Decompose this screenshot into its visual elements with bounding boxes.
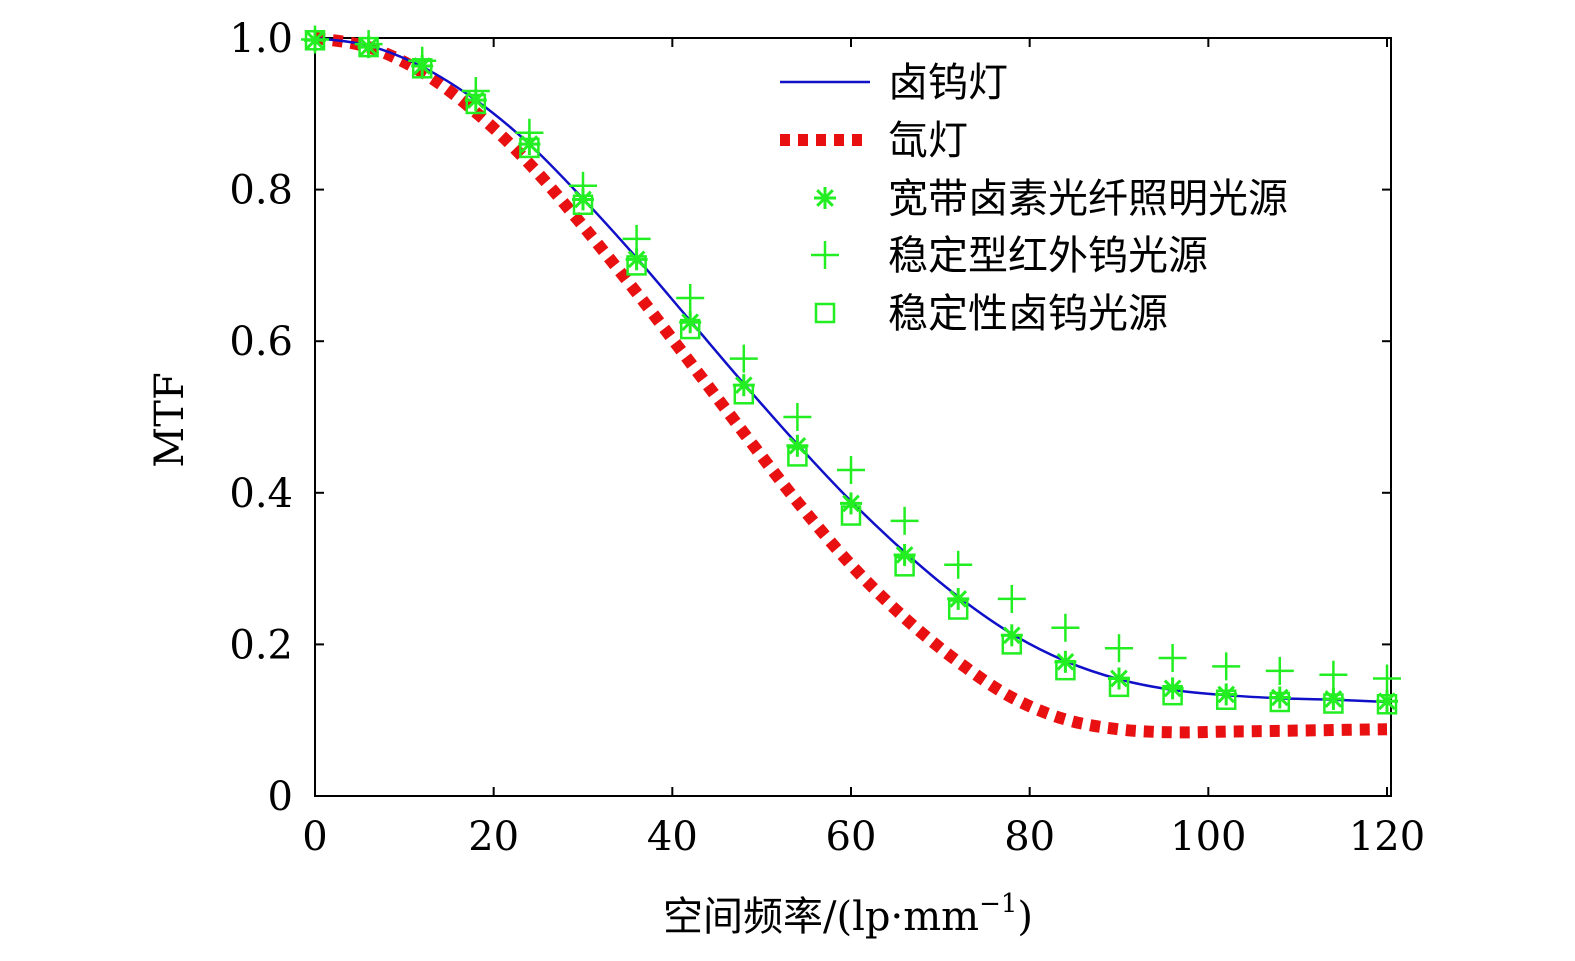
data-point-plus	[1051, 613, 1080, 642]
data-point-plus	[1319, 660, 1348, 689]
star-ray	[1002, 626, 1021, 645]
x-tick-label: 0	[302, 814, 327, 860]
data-point-star	[625, 248, 648, 271]
star-ray	[949, 590, 968, 608]
star-ray	[1217, 685, 1236, 704]
data-point-star	[1054, 650, 1077, 673]
legend-label: 氙灯	[888, 118, 968, 164]
x-tick-label: 120	[1349, 814, 1425, 860]
data-point-star	[1108, 667, 1130, 690]
data-point-star	[786, 434, 809, 457]
data-point-plus	[408, 46, 437, 75]
star-ray	[842, 494, 860, 513]
x-tick-label: 80	[1004, 814, 1055, 860]
x-tick-label: 20	[468, 814, 519, 860]
series-line-xenon	[313, 32, 1388, 739]
x-axis-title: 空间频率/(lp·mm−1)	[663, 889, 1033, 940]
data-point-star	[1268, 686, 1291, 709]
data-point-star	[1376, 690, 1398, 713]
plot-frame	[314, 37, 1392, 797]
data-point-star	[840, 492, 862, 515]
data-point-plus	[1212, 652, 1241, 681]
x-axis-title-main: 空间频率/(lp·mm	[663, 894, 979, 940]
y-tick-label: 0.2	[229, 622, 293, 668]
data-point-star	[947, 587, 970, 610]
data-point-star	[893, 543, 916, 566]
data-point-star	[1322, 687, 1345, 710]
data-point-star	[1000, 624, 1023, 647]
y-tick-label: 0	[268, 774, 293, 820]
series-layer	[301, 25, 1401, 739]
star-ray	[1110, 669, 1128, 688]
star-ray	[1324, 690, 1343, 708]
data-point-star	[732, 374, 755, 397]
x-axis-title-end: )	[1017, 894, 1033, 940]
data-point-plus	[1105, 634, 1133, 663]
data-point-plus	[676, 283, 705, 312]
data-point-plus	[569, 171, 597, 200]
y-tick-label: 1.0	[229, 16, 293, 62]
legend-swatch-plus	[811, 241, 839, 269]
y-tick-label: 0.6	[229, 319, 293, 365]
data-point-star	[1161, 677, 1184, 700]
y-axis-title: MTF	[147, 372, 193, 467]
y-tick-label: 0.8	[229, 168, 293, 214]
data-point-plus	[944, 550, 973, 579]
legend-label: 稳定性卤钨光源	[888, 291, 1168, 337]
star-ray	[681, 313, 700, 332]
data-point-plus	[729, 344, 758, 373]
legend-label: 稳定型红外钨光源	[888, 233, 1208, 279]
data-point-plus	[461, 77, 490, 106]
data-point-plus	[622, 224, 651, 253]
data-point-plus	[890, 506, 919, 535]
x-tick-label: 60	[826, 814, 877, 860]
star-ray	[1056, 652, 1075, 671]
data-point-plus	[515, 118, 544, 147]
data-point-plus	[301, 25, 329, 54]
legend-label: 宽带卤素光纤照明光源	[888, 176, 1288, 222]
data-point-plus	[1265, 656, 1294, 685]
legend-swatch-star	[814, 187, 836, 209]
axis-ticks: 0 20 40 60 80 100 120 0 0.2 0.4 0.6 0.8 1.0	[229, 16, 1425, 860]
data-point-plus	[1158, 644, 1187, 673]
legend-label: 卤钨灯	[888, 60, 1008, 106]
data-point-plus	[354, 30, 383, 59]
star-ray	[1270, 688, 1289, 707]
data-point-plus	[837, 456, 865, 485]
legend-swatch-square	[814, 302, 836, 324]
data-point-plus	[1373, 664, 1401, 693]
data-point-star	[1215, 683, 1238, 706]
star-ray	[895, 546, 914, 564]
data-point-star	[679, 311, 702, 334]
x-tick-label: 40	[647, 814, 698, 860]
star-ray	[734, 376, 753, 395]
series-line-halogen-tungsten	[314, 36, 1388, 704]
square-mark	[814, 302, 836, 324]
x-tick-label: 100	[1170, 814, 1246, 860]
star-ray	[1378, 692, 1396, 711]
star-ray	[1163, 679, 1182, 698]
data-point-plus	[783, 403, 812, 431]
y-tick-label: 0.4	[229, 471, 293, 517]
x-axis-title-sup: −1	[979, 889, 1017, 919]
data-point-plus	[997, 584, 1026, 613]
star-ray	[627, 250, 646, 269]
star-ray	[816, 189, 834, 207]
star-ray	[788, 436, 807, 455]
